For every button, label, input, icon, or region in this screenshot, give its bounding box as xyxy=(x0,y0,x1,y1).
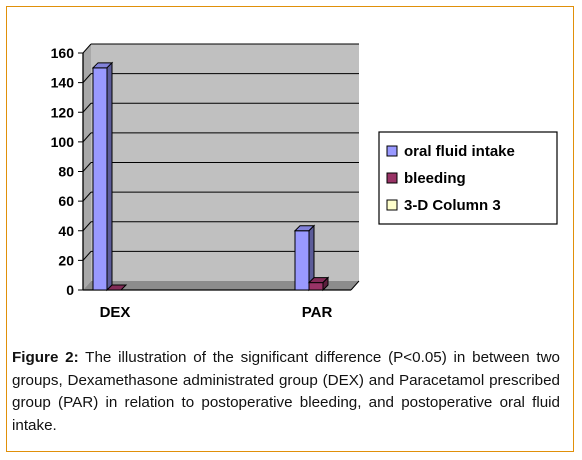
y-tick-label: 60 xyxy=(58,193,74,209)
legend-swatch xyxy=(386,145,398,157)
bar-bleeding-dex xyxy=(105,284,128,291)
bar-oral-fluid-intake-dex xyxy=(91,61,114,292)
gridline-side xyxy=(82,221,92,232)
y-tick-label: 40 xyxy=(58,223,74,239)
plot-area xyxy=(82,43,360,291)
x-tick-label: DEX xyxy=(100,304,131,321)
caption-label: Figure 2: xyxy=(12,349,79,366)
gridline-side xyxy=(82,73,92,83)
bar-bleeding-par xyxy=(307,276,330,292)
x-axis-ticks: DEX PAR xyxy=(100,304,333,321)
bar-chart: 0 20 40 60 80 100 120 140 160 DEX PAR oral fluid … xyxy=(51,43,558,321)
y-axis-ticks: 0 20 40 60 80 100 120 140 160 xyxy=(51,45,83,298)
legend-label: oral fluid intake xyxy=(404,143,515,160)
legend-label: bleeding xyxy=(404,170,466,187)
y-tick-label: 80 xyxy=(58,164,74,180)
legend: oral fluid intake bleeding 3-D Column 3 xyxy=(378,131,558,225)
gridline-side xyxy=(82,132,92,143)
caption-text: The illustration of the significant diff… xyxy=(12,349,560,434)
y-tick-label: 100 xyxy=(51,134,75,150)
y-tick-label: 20 xyxy=(58,252,74,268)
gridline-side xyxy=(82,191,92,202)
y-tick-label: 140 xyxy=(51,75,75,91)
y-tick-label: 160 xyxy=(51,45,75,61)
floor xyxy=(83,281,359,290)
x-tick-label: PAR xyxy=(302,304,333,321)
legend-swatch xyxy=(386,172,398,184)
gridline-side xyxy=(82,43,92,54)
y-tick-label: 120 xyxy=(51,104,75,120)
legend-label: 3-D Column 3 xyxy=(404,197,501,214)
bars xyxy=(91,61,330,292)
floor-edge xyxy=(350,280,360,291)
gridline-side xyxy=(82,162,92,172)
legend-swatch xyxy=(386,199,398,211)
y-tick-label: 0 xyxy=(66,282,74,298)
gridline-side xyxy=(82,251,92,261)
figure-caption: Figure 2: The illustration of the signif… xyxy=(12,347,560,437)
legend-box xyxy=(378,131,558,225)
gridline-side xyxy=(82,102,92,113)
